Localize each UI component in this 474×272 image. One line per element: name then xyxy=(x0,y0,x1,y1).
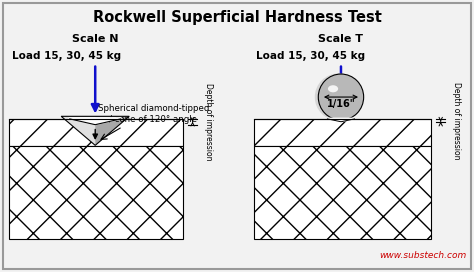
Ellipse shape xyxy=(328,117,355,120)
Text: Load 15, 30, 45 kg: Load 15, 30, 45 kg xyxy=(256,51,365,61)
Text: www.substech.com: www.substech.com xyxy=(379,252,466,261)
Polygon shape xyxy=(327,118,355,122)
Text: 1/16": 1/16" xyxy=(327,98,356,109)
FancyBboxPatch shape xyxy=(3,3,471,269)
Polygon shape xyxy=(95,116,129,145)
Text: Depth of impression: Depth of impression xyxy=(452,82,461,159)
Text: Rockwell Superficial Hardness Test: Rockwell Superficial Hardness Test xyxy=(92,10,382,25)
Text: Depth of impression: Depth of impression xyxy=(204,83,213,160)
Text: Scale T: Scale T xyxy=(319,34,364,44)
Text: Spherical diamond-tipped: Spherical diamond-tipped xyxy=(98,104,209,113)
Bar xyxy=(9,146,182,239)
Bar xyxy=(9,119,182,146)
Text: Scale N: Scale N xyxy=(72,34,118,44)
Ellipse shape xyxy=(318,74,364,120)
Polygon shape xyxy=(61,116,95,145)
Bar xyxy=(254,119,431,146)
Text: Load 15, 30, 45 kg: Load 15, 30, 45 kg xyxy=(11,51,121,61)
Polygon shape xyxy=(69,118,121,125)
Ellipse shape xyxy=(328,85,338,92)
Text: / cone of 120° angle: / cone of 120° angle xyxy=(109,115,197,124)
Ellipse shape xyxy=(315,73,363,121)
Bar xyxy=(254,146,431,239)
